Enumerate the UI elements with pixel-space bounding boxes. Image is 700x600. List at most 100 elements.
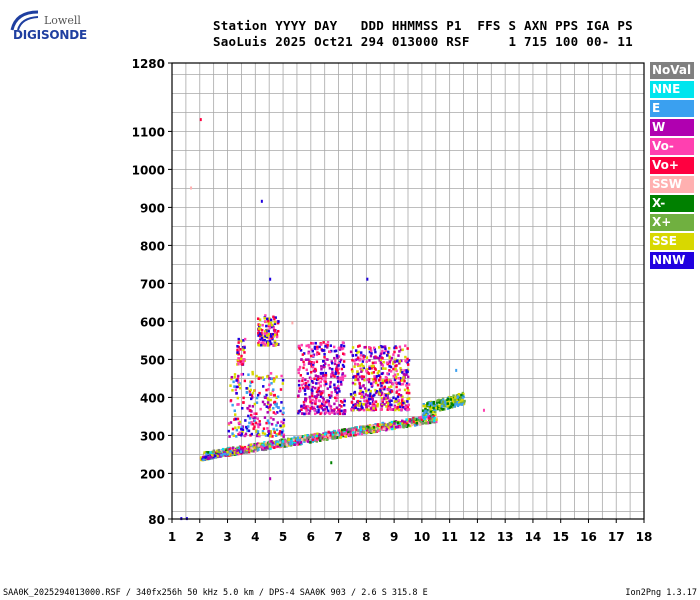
echo-point — [270, 381, 273, 385]
echo-point — [224, 449, 228, 453]
echo-point — [426, 414, 430, 418]
echo-point — [309, 370, 313, 374]
echo-point — [339, 345, 343, 349]
echo-point — [220, 453, 223, 457]
echo-point — [375, 356, 379, 359]
echo-point — [273, 322, 277, 326]
legend-item-w: W — [650, 119, 694, 136]
echo-point — [355, 428, 358, 432]
echo-point — [337, 408, 340, 412]
echo-point — [266, 443, 269, 447]
echo-point — [343, 432, 346, 435]
echo-point — [247, 446, 250, 449]
echo-point — [401, 382, 405, 386]
echo-point — [251, 396, 254, 399]
echo-point — [309, 354, 313, 358]
echo-point — [340, 344, 343, 347]
echo-point — [285, 439, 289, 443]
echo-point — [392, 396, 395, 400]
echo-point — [354, 378, 357, 382]
echo-point — [351, 346, 355, 349]
echo-point — [418, 419, 422, 423]
echo-point — [330, 394, 333, 398]
echo-point — [397, 403, 400, 406]
echo-point — [383, 385, 387, 389]
echo-point — [402, 376, 405, 379]
echo-point — [257, 425, 260, 429]
echo-point — [261, 442, 264, 446]
echo-point — [272, 427, 275, 431]
echo-point — [269, 392, 272, 395]
echo-point — [310, 365, 313, 368]
echo-point — [269, 447, 272, 451]
ionogram-chart: 1 2 3 4 5 6 7 8 9 10 11 12 13 14 15 16 17 18 802003004005… — [132, 57, 653, 544]
echo-point — [407, 403, 410, 407]
echo-point — [412, 420, 415, 424]
echo-point — [332, 345, 336, 349]
echo-point — [346, 432, 349, 435]
echo-point — [263, 441, 266, 444]
echo-point — [317, 410, 320, 414]
echo-point — [368, 367, 372, 370]
echo-point — [407, 419, 410, 423]
echo-point — [268, 383, 271, 387]
echo-point — [276, 411, 279, 414]
echo-point — [247, 429, 251, 433]
echo-point — [383, 387, 386, 391]
echo-point — [433, 408, 436, 412]
echo-point — [403, 388, 407, 392]
echo-point — [380, 428, 383, 431]
echo-point — [245, 425, 248, 429]
echo-point — [323, 408, 326, 411]
echo-point — [401, 397, 404, 401]
echo-point — [248, 390, 252, 393]
echo-point — [386, 423, 390, 426]
echo-point — [378, 392, 381, 396]
echo-point — [237, 421, 241, 425]
echo-point — [404, 359, 407, 363]
echo-point — [270, 422, 274, 426]
echo-point — [455, 394, 458, 398]
echo-point — [251, 372, 254, 376]
echo-point — [351, 354, 355, 357]
echo-point — [295, 442, 299, 446]
echo-point — [452, 394, 455, 398]
echo-point — [324, 380, 327, 384]
echo-point — [369, 427, 372, 430]
echo-point — [310, 348, 313, 351]
echo-point — [239, 348, 242, 351]
echo-point — [298, 365, 302, 369]
echo-point — [374, 408, 378, 411]
echo-point — [458, 396, 461, 400]
echo-point — [399, 394, 403, 397]
echo-point — [333, 402, 336, 406]
echo-point — [449, 398, 453, 401]
echo-point — [263, 446, 267, 450]
echo-point — [347, 433, 351, 436]
echo-point — [303, 389, 307, 392]
echo-point — [356, 363, 360, 366]
echo-point — [254, 416, 257, 419]
echo-point — [373, 377, 376, 381]
echo-point — [426, 412, 430, 416]
echo-point — [364, 425, 367, 428]
echo-point — [397, 354, 400, 357]
y-tick-label: 700 — [140, 277, 165, 291]
echo-point — [319, 404, 323, 408]
echo-point — [337, 371, 340, 375]
echo-point — [362, 364, 365, 368]
echo-point — [314, 432, 318, 436]
echo-point — [272, 388, 275, 392]
echo-point — [370, 364, 373, 368]
echo-point — [296, 436, 300, 439]
echo-point — [238, 431, 242, 435]
echo-point — [329, 406, 333, 410]
echo-point — [362, 403, 365, 406]
echo-point — [364, 403, 368, 406]
echo-point — [310, 401, 314, 405]
echo-point — [296, 438, 299, 442]
echo-point — [214, 455, 218, 459]
x-tick-label: 6 — [307, 530, 315, 544]
echo-point — [460, 393, 463, 397]
echo-point — [253, 446, 256, 449]
